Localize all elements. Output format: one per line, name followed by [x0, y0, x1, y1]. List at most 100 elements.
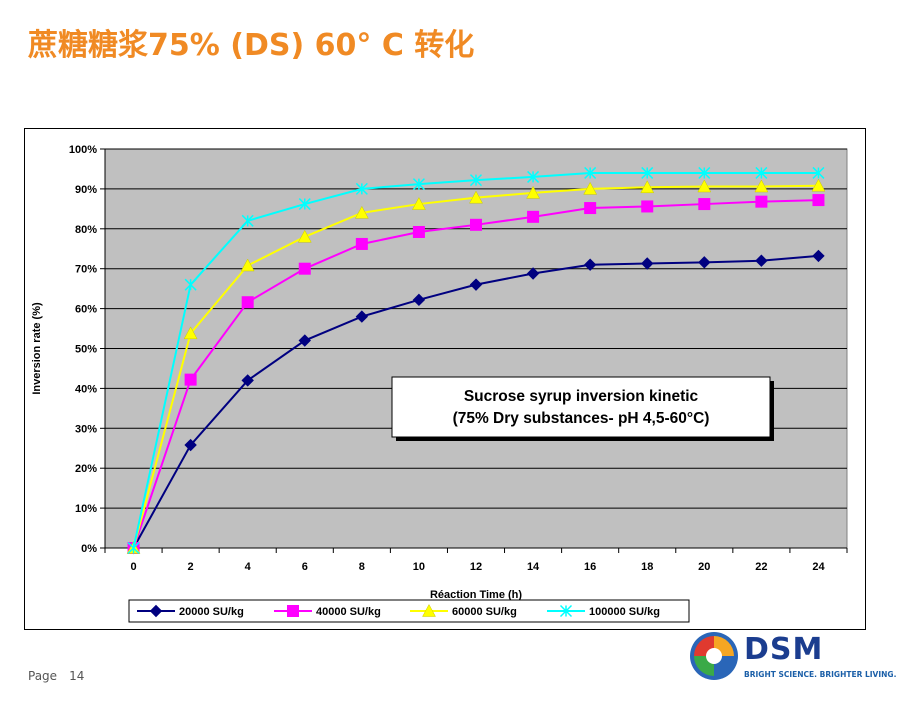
x-tick-label: 2	[188, 561, 194, 573]
annotation-text: Sucrose syrup inversion kinetic	[464, 388, 699, 405]
x-tick-label: 24	[812, 561, 825, 573]
page-number: 14	[69, 669, 85, 683]
y-tick-label: 10%	[75, 503, 97, 515]
x-tick-label: 4	[245, 561, 252, 573]
data-point	[755, 166, 768, 179]
data-point	[469, 190, 483, 204]
data-point	[526, 267, 540, 280]
y-tick-label: 20%	[75, 463, 97, 475]
data-point	[469, 278, 483, 291]
annotation-text: (75% Dry substances- pH 4,5-60°C)	[453, 410, 710, 427]
data-point	[755, 195, 768, 208]
data-point	[811, 178, 826, 192]
data-point	[354, 205, 369, 219]
x-tick-label: 16	[584, 561, 596, 573]
dsm-logo: DSM BRIGHT SCIENCE. BRIGHTER LIVING.	[686, 626, 901, 690]
data-point	[640, 180, 655, 194]
data-point	[641, 257, 654, 270]
legend-label: 20000 SU/kg	[179, 606, 244, 618]
legend-label: 60000 SU/kg	[452, 606, 517, 618]
data-point	[287, 605, 299, 617]
dsm-logo-mark-icon	[690, 632, 738, 680]
y-tick-label: 30%	[75, 423, 97, 435]
data-point	[240, 258, 255, 272]
y-tick-label: 90%	[75, 184, 97, 196]
data-point	[812, 249, 825, 263]
legend	[128, 599, 690, 623]
data-point	[149, 604, 163, 618]
legend-label: 100000 SU/kg	[589, 606, 660, 618]
logo-name: DSM	[744, 632, 824, 667]
legend-item: 60000 SU/kg	[410, 603, 517, 618]
data-point	[755, 254, 768, 267]
data-point	[297, 229, 312, 243]
chart-area: 0% 10% 20% 30% 40% 50% 60% 70% 80% 90% 100% 0 2 4 6 8 10…	[24, 128, 866, 630]
data-point	[412, 225, 425, 238]
x-tick-label: 14	[527, 561, 540, 573]
data-point	[412, 178, 425, 191]
data-point	[355, 310, 369, 323]
annotation-box	[391, 376, 771, 438]
y-axis-label: Inversion rate (%)	[31, 302, 43, 395]
data-point	[183, 326, 198, 340]
x-tick-label: 22	[755, 561, 767, 573]
page-footer: Page 14	[28, 669, 84, 683]
x-tick-label: 0	[130, 561, 136, 573]
data-point	[298, 334, 311, 347]
data-point	[355, 237, 368, 250]
legend-item: 40000 SU/kg	[274, 605, 381, 618]
logo-tagline: BRIGHT SCIENCE. BRIGHTER LIVING.	[744, 670, 897, 679]
data-point	[698, 166, 711, 179]
legend-item: 100000 SU/kg	[547, 604, 660, 618]
data-point	[526, 185, 540, 199]
y-tick-label: 0%	[81, 543, 97, 555]
data-point	[812, 194, 825, 207]
series-4	[127, 166, 825, 555]
x-axis-label: Réaction Time (h)	[430, 589, 522, 601]
y-tick-label: 50%	[75, 344, 97, 356]
data-point	[469, 174, 483, 187]
data-point	[697, 179, 712, 193]
x-tick-label: 18	[641, 561, 653, 573]
data-point	[184, 438, 197, 452]
data-point	[527, 170, 540, 183]
legend-label: 40000 SU/kg	[316, 606, 381, 618]
data-point	[559, 604, 573, 618]
data-point	[583, 181, 598, 195]
data-point	[184, 278, 197, 291]
data-point	[298, 198, 311, 211]
series-3	[126, 178, 826, 554]
data-point	[641, 200, 654, 213]
data-point	[422, 603, 436, 617]
x-tick-label: 12	[470, 561, 482, 573]
y-tick-label: 80%	[75, 224, 97, 236]
x-tick-label: 20	[698, 561, 710, 573]
line-chart: 0%10%20%30%40%50%60%70%80%90%100%0 2 4 6 8 10…	[31, 144, 848, 623]
x-tick-label: 10	[413, 561, 425, 573]
data-point	[355, 182, 368, 195]
y-tick-label: 60%	[75, 304, 97, 316]
x-tick-label: 8	[359, 561, 365, 573]
data-point	[298, 262, 311, 275]
data-point	[812, 166, 825, 179]
y-tick-label: 70%	[75, 264, 97, 276]
data-point	[698, 256, 711, 269]
data-point	[412, 197, 426, 210]
data-point	[241, 374, 254, 387]
data-point	[584, 202, 597, 215]
data-point	[241, 296, 254, 309]
y-tick-label: 40%	[75, 383, 97, 395]
data-point	[470, 218, 482, 231]
data-point	[412, 293, 426, 307]
data-point	[127, 541, 140, 555]
data-point	[584, 166, 597, 179]
data-point	[641, 166, 654, 179]
slide-title: 蔗糖糖浆75% (DS) 60° C 转化	[28, 28, 475, 63]
data-point	[754, 179, 769, 193]
y-tick-label: 100%	[69, 144, 97, 156]
data-point	[698, 198, 711, 211]
data-point	[184, 373, 197, 386]
page-label: Page	[28, 669, 58, 683]
data-point	[527, 210, 540, 223]
data-point	[583, 258, 597, 271]
